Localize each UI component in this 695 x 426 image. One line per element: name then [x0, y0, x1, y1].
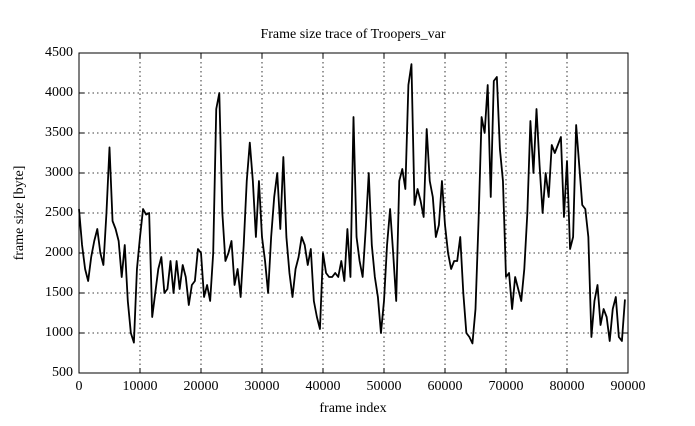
- x-tick-label: 90000: [611, 379, 646, 394]
- y-tick-label: 2500: [45, 205, 73, 220]
- y-tick-label: 4500: [45, 45, 73, 60]
- x-tick-label: 50000: [367, 379, 402, 394]
- chart-title: Frame size trace of Troopers_var: [260, 27, 445, 42]
- y-tick-label: 3500: [45, 125, 73, 140]
- x-axis-label: frame index: [319, 401, 386, 416]
- x-tick-label: 0: [76, 379, 83, 394]
- x-tick-label: 80000: [550, 379, 585, 394]
- y-axis-label: frame size [byte]: [12, 166, 27, 261]
- y-tick-label: 2000: [45, 245, 73, 260]
- x-tick-label: 30000: [245, 379, 280, 394]
- x-tick-label: 40000: [306, 379, 341, 394]
- y-tick-label: 4000: [45, 85, 73, 100]
- series-line: [78, 63, 626, 345]
- y-tick-label: 1000: [45, 325, 73, 340]
- y-tick-label: 3000: [45, 165, 73, 180]
- x-tick-label: 70000: [489, 379, 524, 394]
- x-tick-label: 20000: [184, 379, 219, 394]
- x-tick-label: 60000: [428, 379, 463, 394]
- y-tick-label: 500: [52, 365, 73, 380]
- y-tick-label: 1500: [45, 285, 73, 300]
- x-tick-label: 10000: [123, 379, 158, 394]
